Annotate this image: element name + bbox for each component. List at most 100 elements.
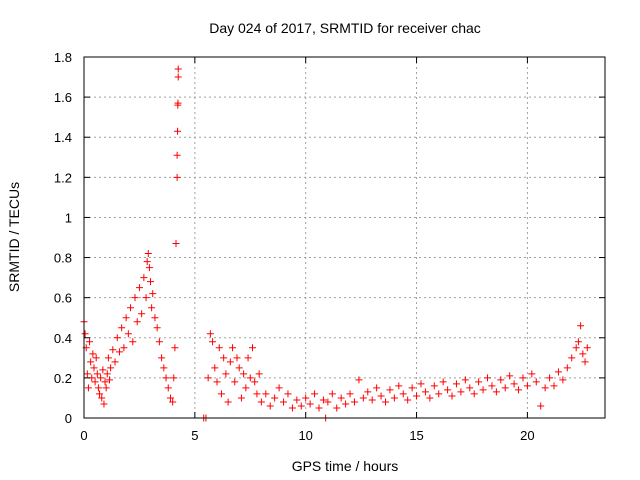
data-point bbox=[572, 344, 580, 352]
y-tick-label: 0.6 bbox=[54, 291, 72, 306]
data-point bbox=[399, 390, 407, 398]
data-point bbox=[124, 330, 132, 338]
data-point bbox=[359, 394, 367, 402]
data-point bbox=[174, 65, 182, 73]
data-point bbox=[266, 402, 274, 410]
data-point bbox=[92, 354, 100, 362]
data-point bbox=[93, 370, 101, 378]
data-point bbox=[319, 396, 327, 404]
data-point bbox=[275, 384, 283, 392]
data-point bbox=[104, 354, 112, 362]
data-point bbox=[479, 386, 487, 394]
data-point bbox=[532, 378, 540, 386]
data-point bbox=[404, 396, 412, 404]
data-point bbox=[143, 258, 151, 266]
data-point bbox=[583, 344, 591, 352]
data-point bbox=[492, 388, 500, 396]
data-point bbox=[537, 402, 545, 410]
data-point bbox=[113, 334, 121, 342]
data-point bbox=[390, 394, 398, 402]
data-point bbox=[173, 151, 181, 159]
data-point bbox=[470, 390, 478, 398]
data-point bbox=[97, 374, 105, 382]
data-point bbox=[229, 344, 237, 352]
data-point bbox=[297, 402, 305, 410]
data-point bbox=[581, 358, 589, 366]
data-point bbox=[350, 398, 358, 406]
data-point bbox=[86, 338, 94, 346]
data-point bbox=[174, 99, 182, 107]
data-point bbox=[355, 376, 363, 384]
data-point bbox=[253, 390, 261, 398]
data-point bbox=[506, 372, 514, 380]
axis-ticks bbox=[83, 56, 605, 419]
data-point bbox=[133, 318, 141, 326]
data-point bbox=[220, 354, 228, 362]
data-point bbox=[166, 394, 174, 402]
data-point bbox=[288, 404, 296, 412]
data-point bbox=[174, 127, 182, 135]
data-point bbox=[483, 374, 491, 382]
grid bbox=[84, 57, 605, 418]
data-point bbox=[211, 364, 219, 372]
data-point bbox=[255, 370, 263, 378]
data-point bbox=[501, 384, 509, 392]
data-point bbox=[151, 314, 159, 322]
data-point bbox=[83, 370, 91, 378]
data-point bbox=[206, 330, 214, 338]
data-point bbox=[171, 344, 179, 352]
y-tick-label: 0.8 bbox=[54, 251, 72, 266]
data-point bbox=[144, 250, 152, 258]
data-point bbox=[315, 404, 323, 412]
data-point bbox=[523, 382, 531, 390]
data-point bbox=[563, 364, 571, 372]
data-point bbox=[107, 364, 115, 372]
x-tick-label: 5 bbox=[191, 428, 198, 443]
data-point bbox=[105, 376, 113, 384]
data-point bbox=[510, 380, 518, 388]
data-point bbox=[426, 394, 434, 402]
data-point bbox=[337, 394, 345, 402]
y-tick-label: 1.2 bbox=[54, 170, 72, 185]
data-point bbox=[461, 376, 469, 384]
data-point bbox=[162, 374, 170, 382]
data-point bbox=[111, 358, 119, 366]
data-point bbox=[417, 380, 425, 388]
data-point bbox=[377, 392, 385, 400]
data-point bbox=[101, 378, 109, 386]
data-point bbox=[215, 344, 223, 352]
data-point bbox=[164, 384, 172, 392]
plot-frame bbox=[83, 56, 606, 419]
data-point bbox=[515, 386, 523, 394]
data-point bbox=[153, 324, 161, 332]
y-tick-label: 1.8 bbox=[54, 50, 72, 65]
data-point bbox=[224, 398, 232, 406]
data-point bbox=[574, 338, 582, 346]
data-point bbox=[373, 384, 381, 392]
data-point bbox=[541, 384, 549, 392]
data-point bbox=[158, 354, 166, 362]
data-point bbox=[170, 374, 178, 382]
y-tick-label: 0.2 bbox=[54, 371, 72, 386]
data-point bbox=[142, 294, 150, 302]
data-point bbox=[488, 382, 496, 390]
data-point bbox=[302, 394, 310, 402]
data-point bbox=[81, 330, 89, 338]
data-point bbox=[346, 390, 354, 398]
data-point bbox=[99, 366, 107, 374]
data-point bbox=[257, 398, 265, 406]
data-point bbox=[173, 173, 181, 181]
x-axis-label: GPS time / hours bbox=[292, 458, 399, 474]
data-point bbox=[237, 394, 245, 402]
data-point bbox=[342, 400, 350, 408]
data-point bbox=[235, 364, 243, 372]
data-point bbox=[444, 386, 452, 394]
data-point bbox=[519, 374, 527, 382]
data-point bbox=[293, 396, 301, 404]
data-point bbox=[466, 384, 474, 392]
data-point bbox=[430, 382, 438, 390]
data-point bbox=[100, 400, 108, 408]
data-point bbox=[213, 378, 221, 386]
data-point bbox=[448, 392, 456, 400]
